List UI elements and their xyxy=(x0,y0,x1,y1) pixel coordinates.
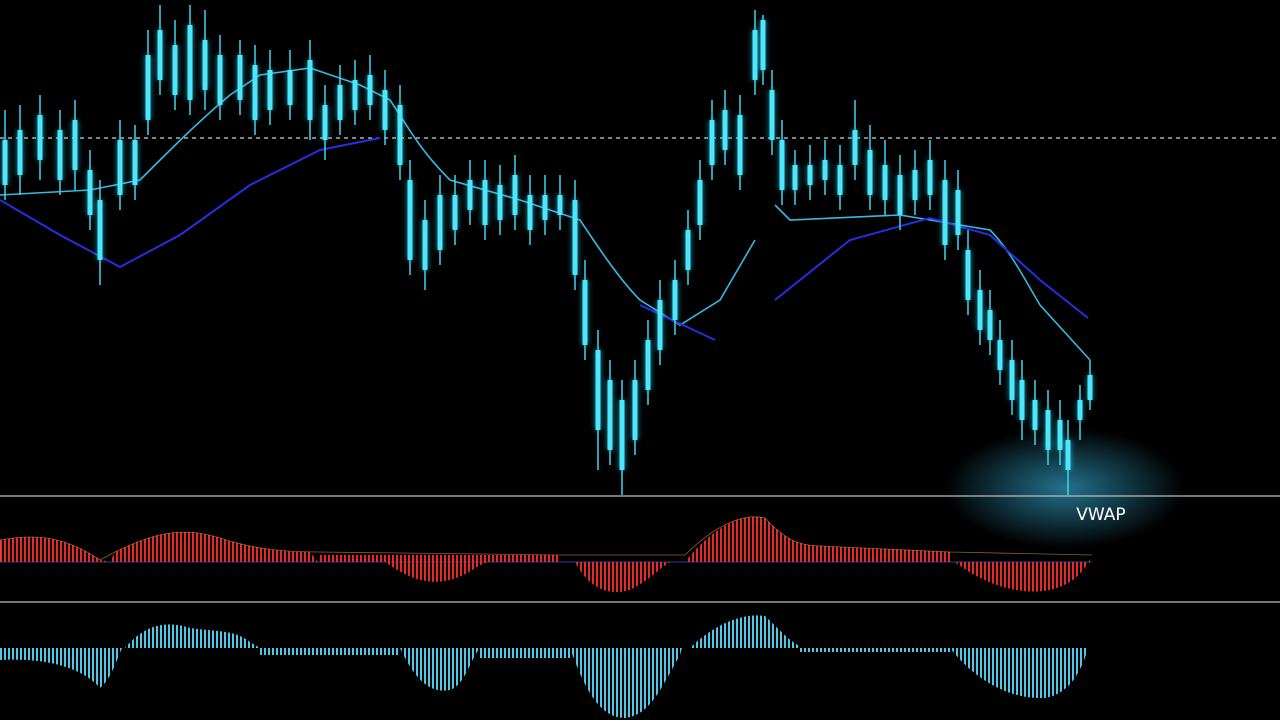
candle-bodies xyxy=(2,20,1093,470)
red-oscillator xyxy=(0,516,1092,593)
red-oscillator-edge xyxy=(0,516,1093,562)
vwap-label: VWAP xyxy=(1076,505,1125,525)
glow xyxy=(945,428,1185,548)
